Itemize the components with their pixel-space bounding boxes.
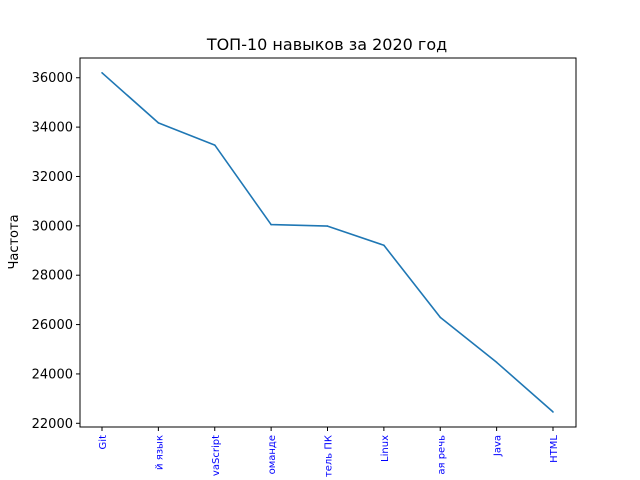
x-axis: Git й язык vaScript оманде тель ПК Linux ая ре… [98,427,560,477]
x-tick-label: Java [493,435,504,457]
y-tick-label: 34000 [32,121,73,136]
data-point [326,225,329,227]
y-tick-label: 28000 [32,269,73,284]
x-tick-label: й язык [154,435,165,470]
y-tick-label: 36000 [32,71,73,86]
x-tick-label: Git [98,435,109,450]
data-point [495,361,498,364]
plot-area-frame [79,57,577,428]
y-axis: 22000 24000 26000 28000 30000 32000 34000 36000 [32,71,80,432]
data-point [270,223,272,226]
x-tick-label: тель ПК [324,435,335,477]
y-tick-label: 22000 [32,417,73,432]
x-tick-label: оманде [267,435,278,474]
series-group [101,72,554,413]
y-tick-label: 32000 [32,170,73,185]
data-point [101,72,103,74]
series-line [101,72,554,413]
data-point [552,411,554,413]
y-tick-label: 30000 [32,219,73,234]
x-tick-label: ая речь [436,435,447,475]
data-point [213,144,216,146]
y-tick-label: 24000 [32,367,73,382]
data-point [439,316,442,319]
y-tick-label: 26000 [32,318,73,333]
data-point [383,244,385,247]
data-point [157,122,160,124]
y-axis-label: Частота [7,214,22,269]
x-tick-label: Linux [380,435,391,462]
chart-title: ТОП-10 навыков за 2020 год [206,35,447,54]
x-tick-label: vaScript [211,435,222,476]
x-tick-label: HTML [549,435,560,463]
